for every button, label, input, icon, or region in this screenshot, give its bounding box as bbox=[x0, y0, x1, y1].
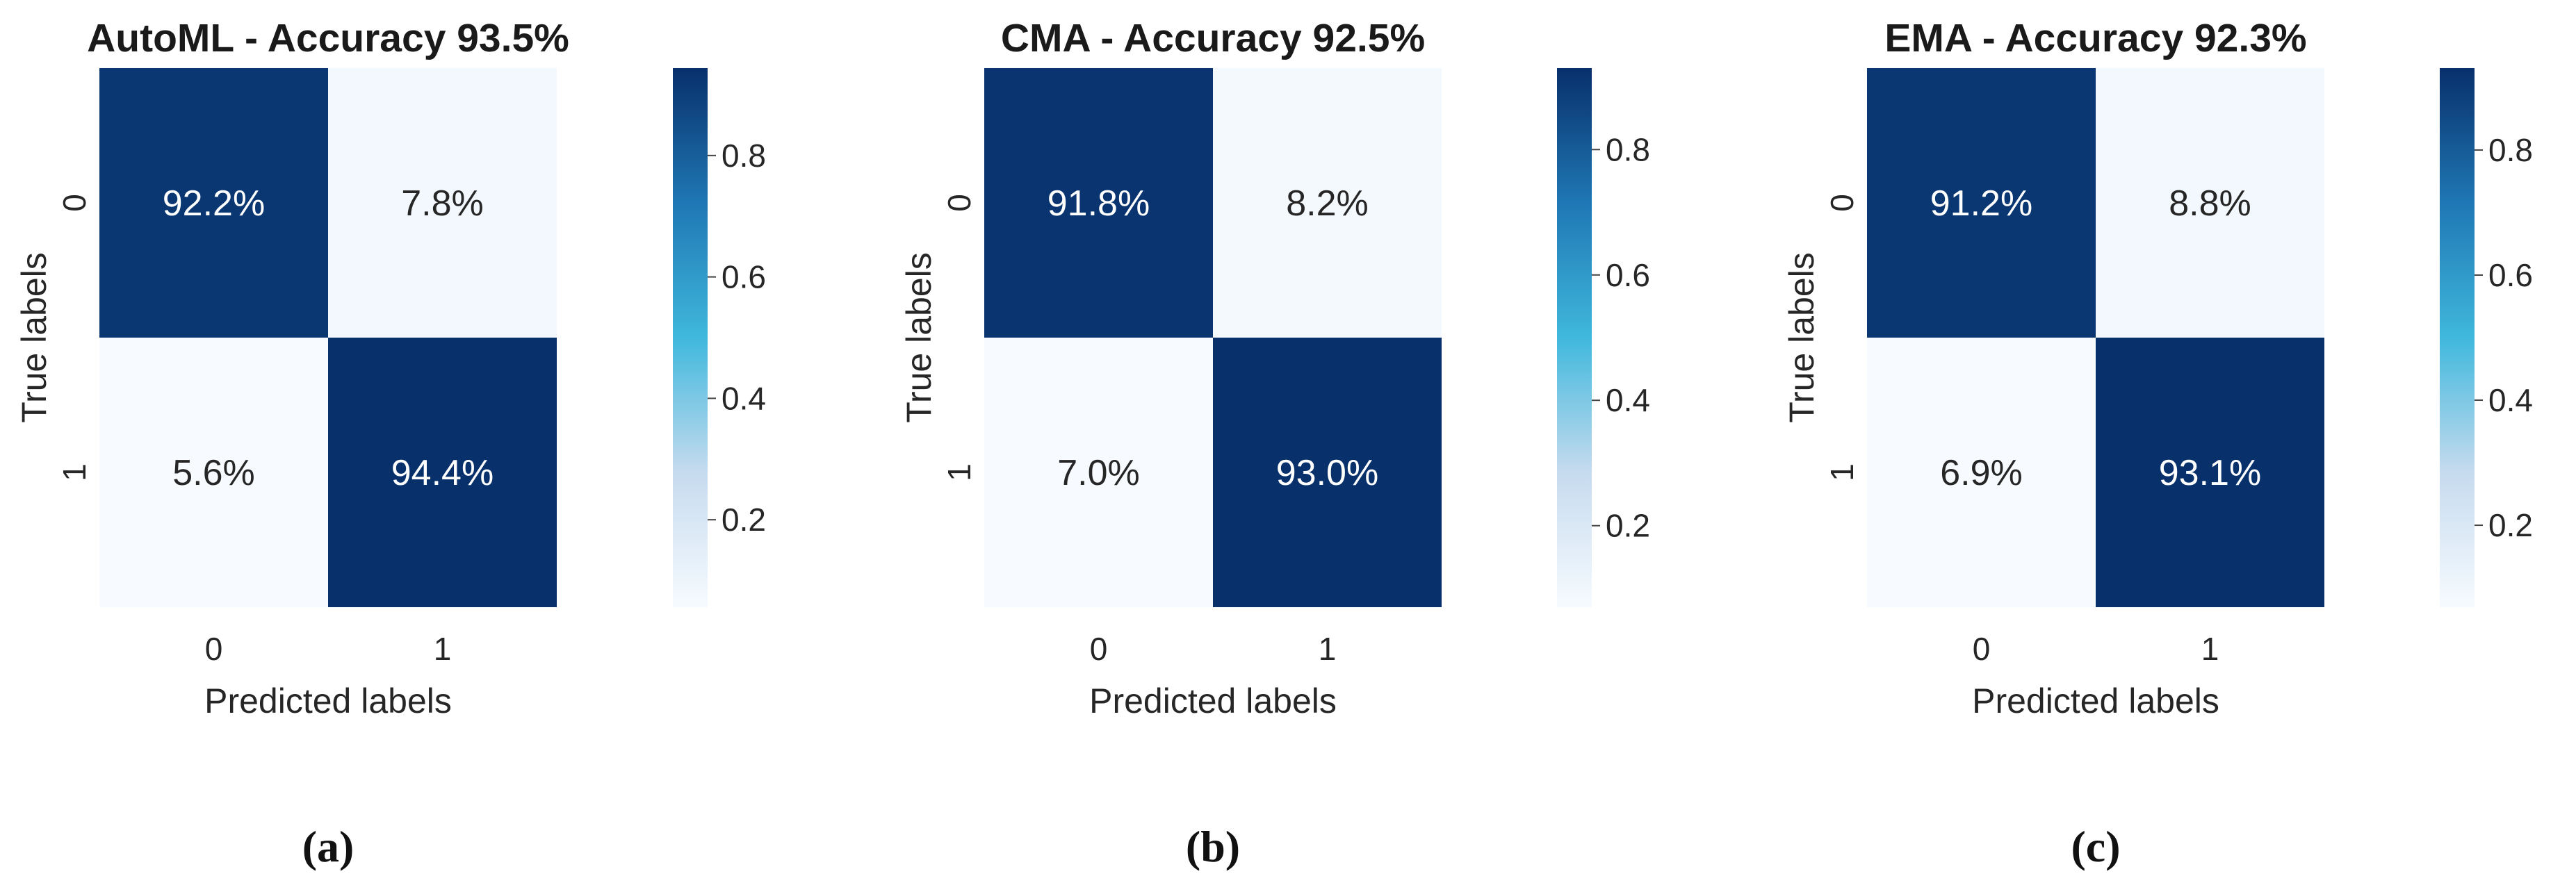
panel-caption: (b) bbox=[1186, 822, 1240, 871]
confusion-matrix-panel-2: CMA - Accuracy 92.5% 91.8% 8.2% 7.0% 93.0% 0 1… bbox=[899, 16, 1650, 871]
heatmap-cell bbox=[99, 68, 328, 338]
colorbar-tick-label: 0.6 bbox=[1606, 257, 1650, 293]
panel-caption: (a) bbox=[302, 822, 354, 871]
colorbar-tick-label: 0.4 bbox=[2488, 382, 2533, 418]
y-tick-label: 1 bbox=[1824, 463, 1860, 481]
colorbar-tick-label: 0.2 bbox=[1606, 508, 1650, 544]
colorbar-tick-label: 0.6 bbox=[722, 259, 766, 295]
heatmap-cell bbox=[984, 338, 1213, 607]
y-axis-label: True labels bbox=[899, 252, 938, 422]
heatmap-cell bbox=[2096, 338, 2324, 607]
heatmap-cell bbox=[1867, 68, 2096, 338]
colorbar bbox=[1557, 68, 1592, 607]
heatmap-cell bbox=[328, 338, 557, 607]
colorbar-tick-label: 0.8 bbox=[1606, 131, 1650, 167]
confusion-matrix-panel-1: AutoML - Accuracy 93.5% 92.2% 7.8% 5.6% 94.4… bbox=[15, 16, 766, 871]
colorbar-tick-label: 0.4 bbox=[722, 380, 766, 416]
y-axis-label: True labels bbox=[15, 252, 54, 422]
heatmap-cell bbox=[1867, 338, 2096, 607]
cell-label: 91.8% bbox=[1047, 183, 1150, 224]
heatmap-cell bbox=[99, 338, 328, 607]
colorbar bbox=[2440, 68, 2475, 607]
x-tick-label: 0 bbox=[1973, 631, 1991, 667]
colorbar-tick-label: 0.2 bbox=[722, 502, 766, 538]
y-tick-label: 0 bbox=[941, 194, 977, 212]
cell-label: 93.0% bbox=[1276, 453, 1378, 493]
x-tick-label: 0 bbox=[205, 631, 223, 667]
cell-label: 8.8% bbox=[2169, 183, 2251, 224]
x-tick-label: 1 bbox=[2201, 631, 2219, 667]
cell-label: 7.0% bbox=[1057, 453, 1140, 493]
cell-label: 5.6% bbox=[172, 453, 255, 493]
x-tick-label: 0 bbox=[1090, 631, 1108, 667]
y-tick-label: 1 bbox=[941, 463, 977, 481]
x-axis-label: Predicted labels bbox=[204, 682, 452, 720]
heatmap-cell bbox=[1213, 68, 1442, 338]
colorbar-tick-label: 0.4 bbox=[1606, 382, 1650, 418]
colorbar bbox=[673, 68, 708, 607]
cell-label: 92.2% bbox=[163, 183, 265, 224]
y-tick-label: 0 bbox=[1824, 194, 1860, 212]
colorbar-tick-label: 0.2 bbox=[2488, 507, 2533, 543]
heatmap-cell bbox=[1213, 338, 1442, 607]
y-axis-label: True labels bbox=[1782, 252, 1821, 422]
x-tick-label: 1 bbox=[434, 631, 452, 667]
cell-label: 94.4% bbox=[391, 453, 494, 493]
cell-label: 8.2% bbox=[1286, 183, 1369, 224]
cell-label: 91.2% bbox=[1930, 183, 2032, 224]
heatmap-cell bbox=[984, 68, 1213, 338]
colorbar-tick-label: 0.8 bbox=[722, 138, 766, 174]
x-tick-label: 1 bbox=[1319, 631, 1337, 667]
heatmap-cell bbox=[2096, 68, 2324, 338]
y-tick-label: 0 bbox=[56, 194, 92, 212]
cell-label: 6.9% bbox=[1940, 453, 2023, 493]
panel-caption: (c) bbox=[2071, 822, 2120, 871]
x-axis-label: Predicted labels bbox=[1089, 682, 1337, 720]
colorbar-tick-label: 0.6 bbox=[2488, 257, 2533, 293]
x-axis-label: Predicted labels bbox=[1972, 682, 2219, 720]
chart-title: CMA - Accuracy 92.5% bbox=[1001, 16, 1425, 60]
cell-label: 7.8% bbox=[401, 183, 484, 224]
y-tick-label: 1 bbox=[56, 463, 92, 481]
heatmap-cell bbox=[328, 68, 557, 338]
confusion-matrix-panel-3: EMA - Accuracy 92.3% 91.2% 8.8% 6.9% 93.1% 0 1… bbox=[1782, 16, 2533, 871]
chart-title: EMA - Accuracy 92.3% bbox=[1884, 16, 2306, 60]
colorbar-tick-label: 0.8 bbox=[2488, 132, 2533, 168]
cell-label: 93.1% bbox=[2159, 453, 2261, 493]
chart-title: AutoML - Accuracy 93.5% bbox=[87, 16, 569, 60]
